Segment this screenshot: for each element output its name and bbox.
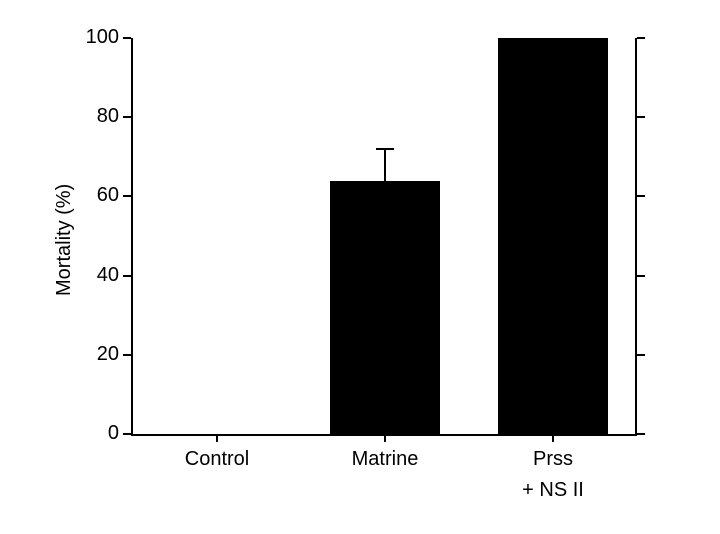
x-tick <box>552 434 554 442</box>
y-tick-right <box>637 354 645 356</box>
bar <box>498 38 609 434</box>
x-tick <box>216 434 218 442</box>
x-tick <box>384 434 386 442</box>
right-axis-line <box>635 38 637 434</box>
y-axis-line <box>131 38 133 434</box>
error-bar-cap <box>376 148 394 150</box>
y-axis-label: Mortality (%) <box>53 184 76 296</box>
x-category-label: Matrine <box>305 448 465 471</box>
x-category-label: Control <box>137 448 297 471</box>
y-tick <box>123 37 131 39</box>
y-tick <box>123 354 131 356</box>
y-tick-label: 20 <box>97 343 119 366</box>
y-tick-right <box>637 275 645 277</box>
y-tick-label: 0 <box>108 422 119 445</box>
y-tick <box>123 195 131 197</box>
x-category-label: Prss <box>473 448 633 471</box>
y-tick-right <box>637 116 645 118</box>
y-tick-right <box>637 433 645 435</box>
y-tick-label: 40 <box>97 264 119 287</box>
y-tick-right <box>637 37 645 39</box>
y-tick-label: 60 <box>97 184 119 207</box>
y-tick <box>123 275 131 277</box>
x-category-label: + NS II <box>473 479 633 502</box>
mortality-bar-chart: Mortality (%) 0 20 40 60 80 100 Control Matrine… <box>0 0 720 534</box>
y-tick-right <box>637 195 645 197</box>
y-tick <box>123 116 131 118</box>
bar <box>330 181 441 434</box>
y-tick-label: 100 <box>86 26 119 49</box>
y-tick <box>123 433 131 435</box>
y-tick-label: 80 <box>97 105 119 128</box>
error-bar-stem <box>384 149 386 181</box>
